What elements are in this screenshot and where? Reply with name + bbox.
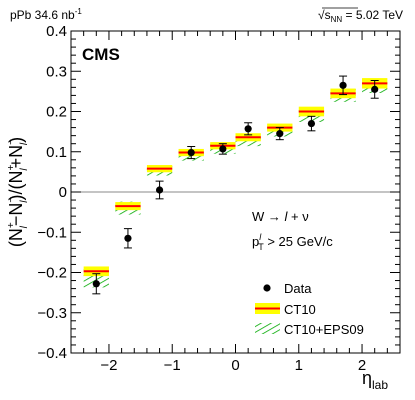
data-point	[244, 125, 252, 133]
y-tick-label: 0.3	[46, 63, 67, 80]
eps09-bands	[83, 78, 388, 288]
y-tick-label: −0.1	[37, 224, 67, 241]
data-point	[187, 148, 195, 157]
legend-data-label: Data	[284, 281, 312, 296]
x-axis-title: ηlab	[362, 368, 388, 392]
cut-label: pl T > 25 GeV/c	[252, 232, 333, 252]
legend-ct10-label: CT10	[284, 302, 316, 317]
data-point	[339, 81, 347, 89]
data-point	[307, 119, 316, 128]
legend-entry-data: Data	[263, 281, 312, 296]
y-tick-label: −0.2	[37, 265, 67, 282]
process-label: W → l + ν	[252, 209, 309, 224]
data-point	[124, 234, 132, 242]
data-point	[371, 85, 379, 93]
data-point	[155, 186, 164, 194]
data-point	[92, 280, 100, 288]
header-energy: √sNN = 5.02 TeV	[318, 8, 403, 24]
x-tick-label: 1	[295, 357, 303, 374]
x-tick-label: 2	[358, 357, 366, 374]
legend: Data CT10 CT10+EPS09	[255, 281, 364, 337]
y-tick-label: −0.3	[37, 305, 67, 322]
ct10-bands	[83, 78, 388, 277]
legend-eps09-band	[255, 323, 280, 334]
y-tick-label: 0	[59, 184, 67, 201]
y-tick-label: −0.4	[37, 345, 67, 362]
legend-data-marker	[263, 284, 271, 292]
y-tick-label: 0.2	[46, 104, 67, 121]
y-tick-label: 0.1	[46, 144, 67, 161]
x-tick-label: −2	[100, 357, 117, 374]
data-points	[92, 75, 379, 295]
x-tick-label: 0	[231, 357, 239, 374]
y-axis-title: (N+ l−N− l)/(N+ l+N− l)	[6, 137, 30, 247]
legend-eps09-label: CT10+EPS09	[284, 322, 364, 337]
legend-entry-ct10: CT10	[255, 302, 316, 317]
y-tick-label: 0.4	[46, 23, 67, 40]
data-point	[276, 130, 284, 138]
cms-label: CMS	[82, 45, 120, 64]
data-point	[219, 145, 227, 153]
legend-entry-eps09: CT10+EPS09	[255, 322, 364, 337]
x-tick-label: −1	[164, 357, 181, 374]
axes: −2 −1 0 1 2 −0.4 −0.3 −0.2 −0.1 0 0.1 0.2 0.3 0.4	[37, 23, 401, 374]
header-luminosity: pPb 34.6 nb-1	[10, 7, 82, 22]
